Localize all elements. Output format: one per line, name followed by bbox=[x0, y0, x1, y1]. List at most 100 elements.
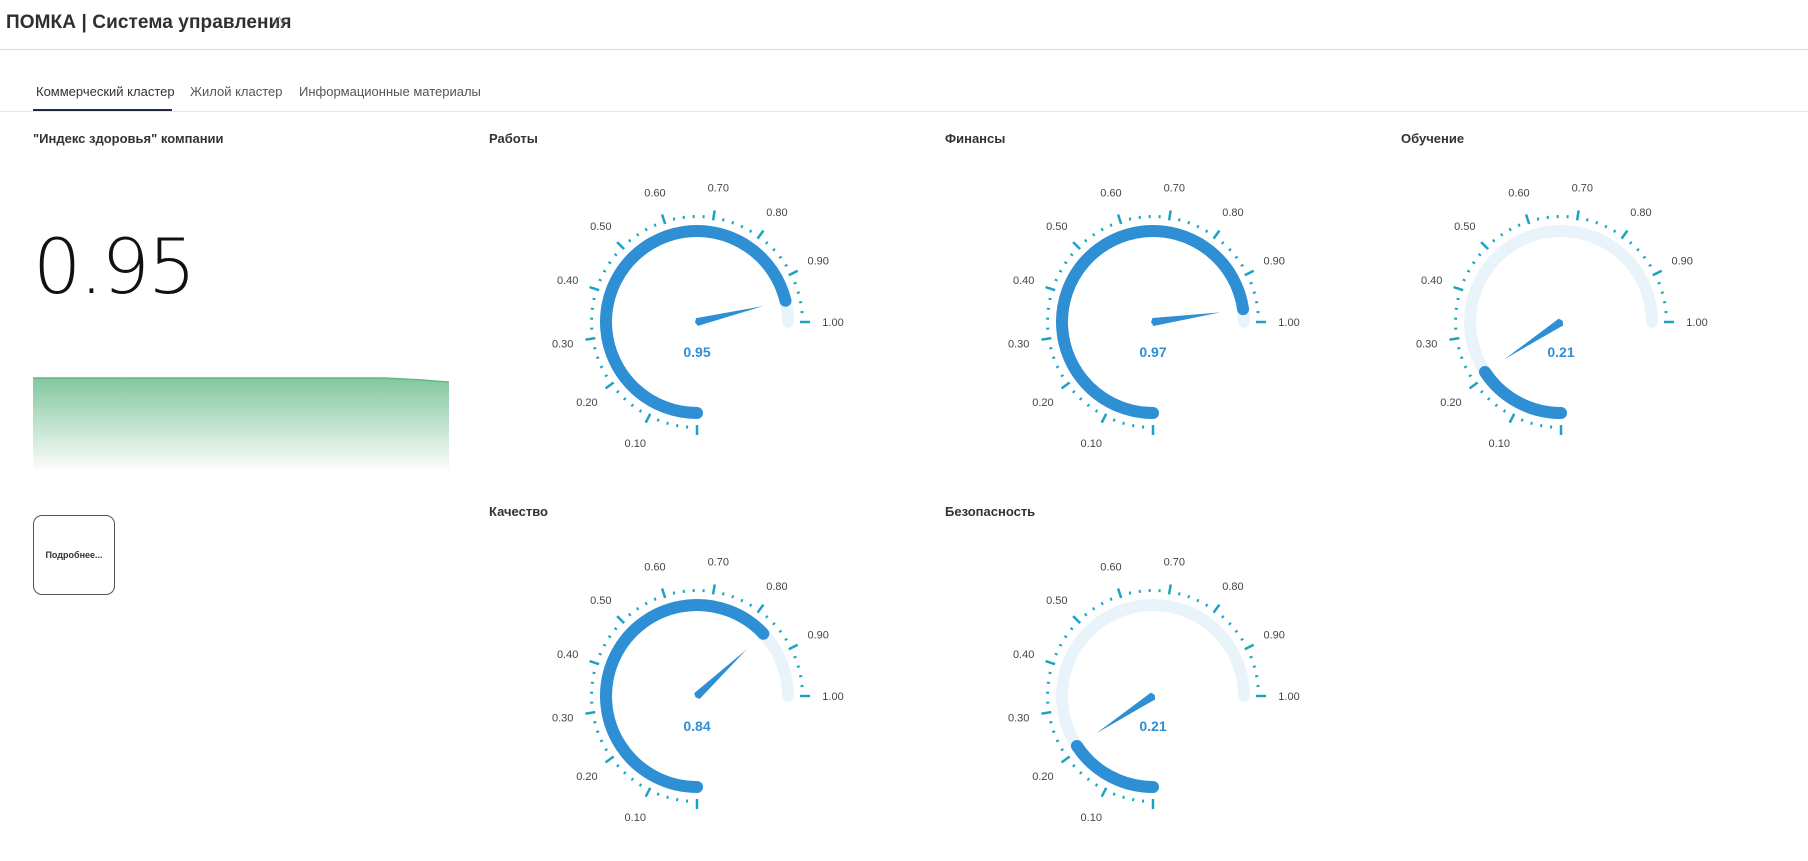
gauge-major-tick bbox=[1212, 603, 1221, 614]
gauge-minor-tick bbox=[616, 764, 620, 768]
gauge-tick-label: 0.30 bbox=[552, 712, 573, 724]
gauge-minor-tick bbox=[793, 655, 797, 659]
gauge-major-tick bbox=[1041, 710, 1052, 715]
gauge-tick-label: 0.70 bbox=[708, 183, 729, 195]
gauge-major-tick bbox=[788, 643, 799, 651]
gauge-title-finance: Финансы bbox=[945, 131, 1006, 146]
gauge-minor-tick bbox=[1131, 423, 1135, 428]
gauge-major-tick bbox=[1212, 229, 1221, 240]
gauge-minor-tick bbox=[1092, 606, 1096, 611]
gauge-minor-tick bbox=[1536, 217, 1540, 221]
gauge-tick-label: 0.50 bbox=[1046, 221, 1067, 233]
gauge-minor-tick bbox=[1585, 218, 1589, 222]
gauge-minor-tick bbox=[798, 674, 803, 678]
gauge-minor-tick bbox=[1657, 281, 1661, 285]
gauge-minor-tick bbox=[599, 739, 604, 743]
gauge-major-tick bbox=[1100, 787, 1108, 798]
gauge-minor-tick bbox=[1517, 223, 1521, 227]
gauge-minor-tick bbox=[1205, 229, 1209, 233]
gauge-major-tick bbox=[1100, 413, 1108, 424]
gauge-minor-tick bbox=[1480, 390, 1484, 394]
gauge-minor-tick bbox=[1122, 795, 1125, 800]
health-index-value: 0.95 bbox=[33, 222, 196, 311]
tab-information-materials[interactable]: Информационные материалы bbox=[299, 84, 481, 99]
gauge-minor-tick bbox=[613, 253, 618, 257]
gauge-tick-label: 0.10 bbox=[1081, 812, 1102, 824]
gauge-minor-tick bbox=[653, 597, 657, 601]
gauge-minor-tick bbox=[604, 374, 608, 378]
gauge-major-tick bbox=[1060, 755, 1071, 764]
gauge-minor-tick bbox=[1492, 238, 1496, 243]
gauge-major-tick bbox=[756, 229, 765, 240]
gauge-needle bbox=[695, 306, 764, 326]
gauge-tick-label: 0.30 bbox=[552, 338, 573, 350]
gauge-minor-tick bbox=[1249, 655, 1253, 659]
gauge-minor-tick bbox=[1049, 720, 1053, 724]
gauge-major-tick bbox=[1508, 413, 1516, 424]
more-details-button[interactable]: Подробнее... bbox=[33, 515, 115, 595]
gauge-minor-tick bbox=[1112, 792, 1116, 796]
gauge-tick-label: 0.70 bbox=[1164, 183, 1185, 195]
gauge-minor-tick bbox=[1196, 598, 1200, 603]
gauge-minor-tick bbox=[598, 652, 602, 656]
gauge-minor-tick bbox=[1094, 783, 1099, 787]
gauge-minor-tick bbox=[772, 248, 776, 252]
gauge-minor-tick bbox=[1048, 671, 1052, 675]
gauge-minor-tick bbox=[1079, 771, 1083, 775]
gauge-minor-tick bbox=[1055, 365, 1060, 369]
gauge-tick-label: 0.50 bbox=[1454, 221, 1475, 233]
tab-bar: Коммерческий кластер Жилой кластер Инфор… bbox=[0, 76, 1808, 112]
gauge-tick-label: 0.60 bbox=[1100, 188, 1121, 200]
gauge-needle bbox=[1096, 692, 1156, 734]
gauge-minor-tick bbox=[599, 365, 604, 369]
gauge-major-tick bbox=[756, 603, 765, 614]
gauge-minor-tick bbox=[1187, 220, 1191, 225]
gauge-major-tick bbox=[644, 787, 652, 798]
gauge-minor-tick bbox=[666, 795, 669, 800]
gauge-value-label: 0.21 bbox=[1139, 718, 1166, 734]
gauge-minor-tick bbox=[1084, 238, 1088, 243]
gauge-tick-label: 0.40 bbox=[1421, 275, 1442, 287]
gauge-minor-tick bbox=[1459, 356, 1464, 360]
tab-commercial-cluster[interactable]: Коммерческий кластер bbox=[36, 84, 175, 99]
gauge-minor-tick bbox=[1636, 248, 1640, 252]
gauge-minor-tick bbox=[644, 227, 648, 232]
gauge-minor-tick bbox=[656, 418, 660, 422]
gauge-minor-tick bbox=[666, 421, 669, 426]
gauge-minor-tick bbox=[607, 635, 612, 639]
star-outline-icon[interactable]: ☆ bbox=[272, 13, 288, 32]
gauge-minor-tick bbox=[595, 730, 600, 734]
gauge-major-tick bbox=[1480, 241, 1490, 251]
gauge-major-tick bbox=[788, 269, 799, 277]
gauge-minor-tick bbox=[740, 598, 744, 603]
gauge-tick-label: 0.90 bbox=[807, 255, 828, 267]
gauge-major-tick bbox=[660, 214, 667, 225]
gauge-minor-tick bbox=[1060, 748, 1064, 752]
gauge-minor-tick bbox=[1254, 674, 1259, 678]
gauge-major-tick bbox=[711, 584, 716, 595]
gauge-minor-tick bbox=[1086, 777, 1091, 782]
gauge-minor-tick bbox=[1613, 229, 1617, 233]
gauge-major-tick bbox=[1167, 210, 1172, 221]
gauge-minor-tick bbox=[1196, 224, 1200, 229]
gauge-finance: 0.10 0.20 0.30 0.40 0.50 0.60 0.70 0.80 0.90 1.00… bbox=[1008, 183, 1300, 450]
gauge-minor-tick bbox=[1466, 269, 1471, 273]
gauge-major-tick bbox=[1453, 285, 1464, 292]
tab-residential-cluster[interactable]: Жилой кластер bbox=[190, 84, 283, 99]
gauge-major-tick bbox=[1116, 588, 1123, 599]
gauge-minor-tick bbox=[672, 217, 676, 221]
gauge-tick-label: 0.90 bbox=[1671, 255, 1692, 267]
gauge-value-arc bbox=[600, 225, 792, 419]
app-header: ПОМКА | Система управления ☆ bbox=[0, 0, 1808, 50]
gauge-minor-tick bbox=[1463, 365, 1468, 369]
gauge-minor-tick bbox=[1530, 421, 1533, 426]
gauge-minor-tick bbox=[1487, 397, 1491, 401]
gauge-tick-label: 0.80 bbox=[766, 581, 787, 593]
gauge-works: 0.10 0.20 0.30 0.40 0.50 0.60 0.70 0.80 0.90 1.00… bbox=[552, 183, 844, 450]
gauge-minor-tick bbox=[796, 665, 801, 668]
gauge-major-tick bbox=[1060, 381, 1071, 390]
gauge-minor-tick bbox=[1069, 253, 1074, 257]
gauge-minor-tick bbox=[1662, 300, 1667, 304]
gauge-major-tick bbox=[585, 336, 596, 341]
gauge-tick-label: 0.20 bbox=[1440, 397, 1461, 409]
